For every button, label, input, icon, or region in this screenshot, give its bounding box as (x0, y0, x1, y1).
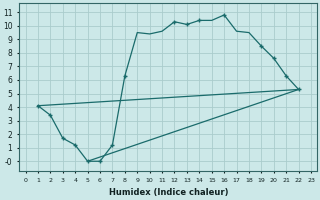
X-axis label: Humidex (Indice chaleur): Humidex (Indice chaleur) (108, 188, 228, 197)
